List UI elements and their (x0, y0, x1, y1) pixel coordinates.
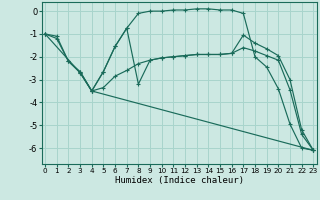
X-axis label: Humidex (Indice chaleur): Humidex (Indice chaleur) (115, 176, 244, 185)
